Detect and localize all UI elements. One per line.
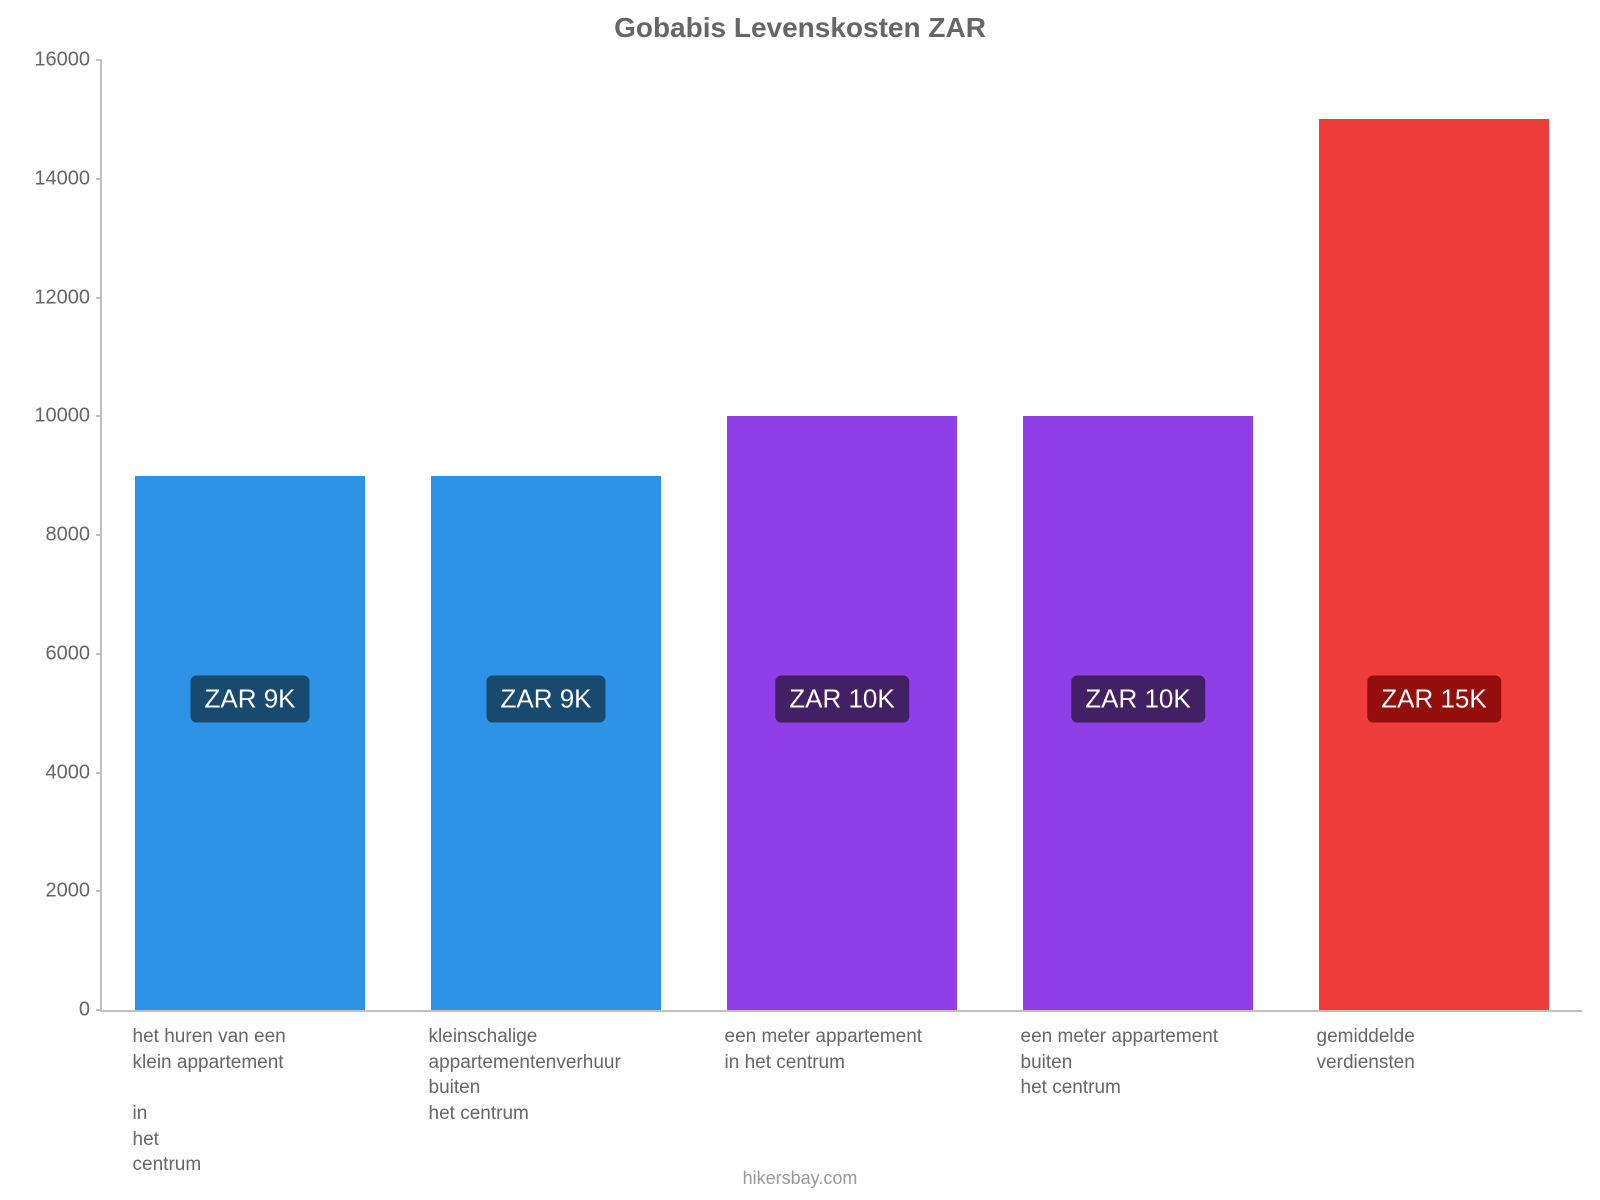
ytick-mark	[96, 534, 102, 536]
ytick-mark	[96, 178, 102, 180]
ytick-mark	[96, 890, 102, 892]
ytick-mark	[96, 297, 102, 299]
ytick-label: 14000	[34, 167, 90, 190]
ytick-mark	[96, 772, 102, 774]
ytick-label: 16000	[34, 49, 90, 72]
bar	[135, 476, 366, 1010]
xtick-label: gemiddelde verdiensten	[1317, 1024, 1415, 1075]
chart-footer: hikersbay.com	[0, 1168, 1600, 1189]
bar-value-label: ZAR 10K	[1071, 676, 1205, 723]
ytick-label: 0	[79, 999, 90, 1022]
bar-value-label: ZAR 10K	[775, 676, 909, 723]
bar-value-label: ZAR 15K	[1367, 676, 1501, 723]
chart-title: Gobabis Levenskosten ZAR	[0, 12, 1600, 44]
ytick-mark	[96, 415, 102, 417]
ytick-label: 2000	[46, 880, 91, 903]
ytick-mark	[96, 1009, 102, 1011]
ytick-mark	[96, 653, 102, 655]
ytick-label: 4000	[46, 761, 91, 784]
ytick-label: 12000	[34, 286, 90, 309]
chart-container: Gobabis Levenskosten ZAR 0 2000 4000 600…	[0, 0, 1600, 1200]
ytick-label: 6000	[46, 642, 91, 665]
xtick-label: een meter appartement in het centrum	[725, 1024, 923, 1075]
ytick-label: 8000	[46, 524, 91, 547]
bar-value-label: ZAR 9K	[486, 676, 605, 723]
bar-value-label: ZAR 9K	[190, 676, 309, 723]
plot-area: ZAR 9K ZAR 9K ZAR 10K ZAR 10K ZAR 15K	[100, 60, 1582, 1012]
ytick-mark	[96, 59, 102, 61]
xtick-label: het huren van een klein appartement in h…	[133, 1024, 286, 1178]
ytick-label: 10000	[34, 405, 90, 428]
bar	[1319, 119, 1550, 1010]
xtick-label: een meter appartement buiten het centrum	[1021, 1024, 1219, 1101]
xtick-label: kleinschalige appartementenverhuur buite…	[429, 1024, 621, 1127]
bar	[431, 476, 662, 1010]
